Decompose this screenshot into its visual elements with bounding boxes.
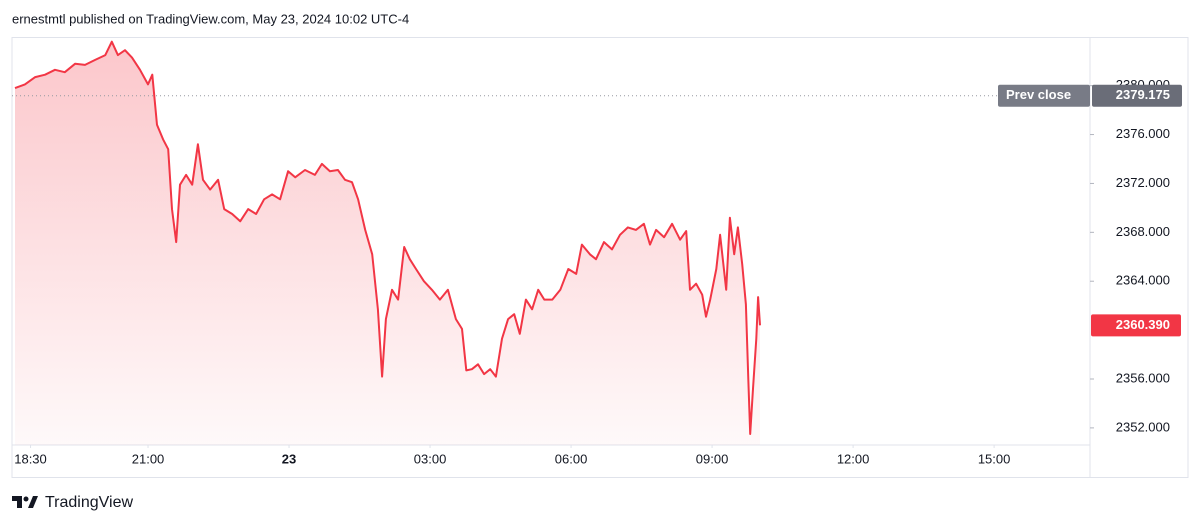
y-tick-label: 2352.000 [1116,419,1170,434]
chart-frame [11,37,1189,478]
y-tick-label: 2372.000 [1116,175,1170,190]
prev-close-name: Prev close [1006,87,1071,102]
y-tick-label: 2364.000 [1116,273,1170,288]
x-tick-label: 09:00 [696,451,729,466]
brand-logo [12,496,38,508]
brand-name: TradingView [45,494,133,511]
x-tick-label: 23 [282,451,296,466]
y-tick-label: 2356.000 [1116,370,1170,385]
price-line [14,40,761,435]
y-tick-label: 2376.000 [1116,126,1170,141]
x-tick-label: 12:00 [837,451,870,466]
x-tick-label: 15:00 [978,451,1011,466]
x-tick-label: 06:00 [555,451,588,466]
area-fill [15,41,761,445]
y-tick-label: 2368.000 [1116,224,1170,239]
prev-close-value-tag [1092,84,1182,107]
x-tick-label: 18:30 [14,451,47,466]
prev-close-value: 2379.175 [1116,87,1170,102]
plot [14,40,761,445]
header: ernestmtl published on TradingView.com, … [12,11,409,26]
last-price-tag [1091,314,1181,337]
x-tick-label: 03:00 [414,451,447,466]
prev-close-tag [998,84,1090,107]
last-price-label: 2360.390 [1116,317,1170,332]
x-tick-label: 21:00 [132,451,165,466]
